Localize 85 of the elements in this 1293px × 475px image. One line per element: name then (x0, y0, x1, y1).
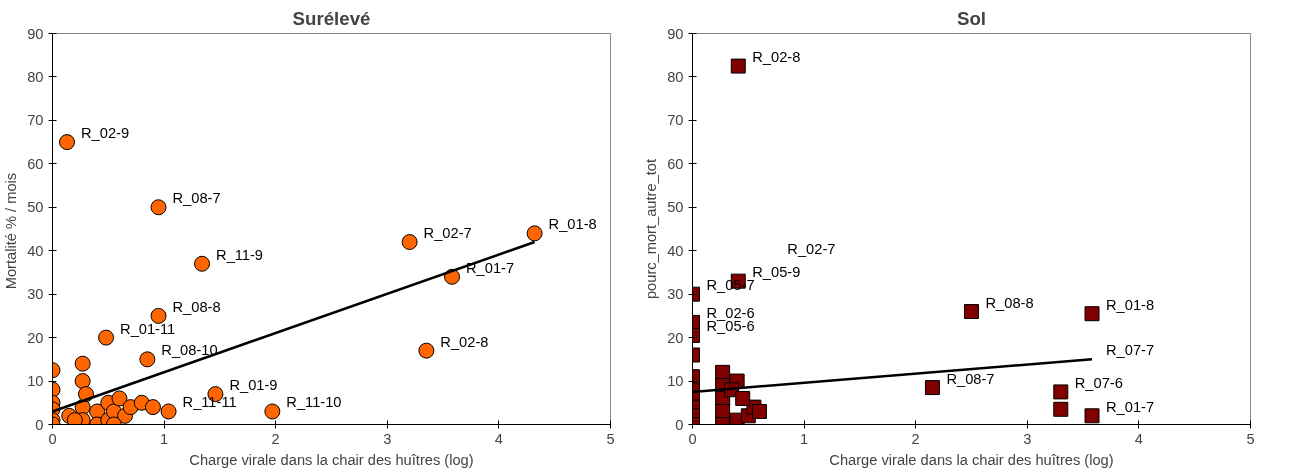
point (59, 134, 76, 151)
point (74, 373, 91, 390)
y-tick-label: 10 (27, 373, 44, 390)
y-tick-label: 70 (27, 112, 44, 129)
point (1084, 408, 1100, 424)
point (264, 403, 281, 420)
point (74, 355, 91, 372)
x-tick-label: 2 (271, 430, 280, 447)
x-tick-label: 0 (688, 430, 697, 447)
y-tick-label: 40 (667, 242, 684, 259)
point (150, 199, 167, 216)
x-tick-label: 0 (48, 430, 57, 447)
y-tick-label: 30 (667, 286, 684, 303)
y-tick-label: 50 (27, 199, 44, 216)
y-axis-title: Mortalité % / mois (3, 172, 20, 290)
annotation: R_02-7 (787, 240, 836, 257)
point (526, 225, 543, 242)
point (150, 307, 167, 324)
point (1053, 384, 1069, 400)
annotation: R_01-8 (1106, 296, 1155, 313)
chart-title: Surélevé (292, 7, 371, 29)
x-tick-label: 4 (494, 430, 503, 447)
x-tick-label: 5 (606, 430, 615, 447)
annotation: R_11-10 (286, 394, 342, 411)
annotation: R_02-9 (81, 125, 130, 142)
point (98, 329, 115, 346)
x-tick-label: 1 (160, 430, 169, 447)
annotation: R_08-7 (946, 370, 995, 387)
annotation: R_08-8 (172, 298, 221, 315)
point (418, 342, 435, 359)
point (730, 58, 746, 74)
annotation: R_01-7 (1106, 398, 1155, 415)
annotation: R_07-6 (1074, 374, 1123, 391)
annotation: R_01-9 (229, 377, 278, 394)
y-tick-label: 0 (675, 416, 684, 433)
y-tick-label: 50 (667, 199, 684, 216)
annotation: R_07-7 (1106, 342, 1155, 359)
x-axis-title: Charge virale dans la chair des huîtres (log) (189, 451, 474, 468)
annotation: R_11-11 (182, 394, 237, 411)
y-tick-label: 70 (667, 112, 684, 129)
x-tick-label: 5 (1246, 430, 1255, 447)
annotation: R_08-7 (172, 190, 221, 207)
point (144, 399, 161, 416)
x-tick-label: 3 (1023, 430, 1032, 447)
point (924, 380, 940, 396)
point (194, 255, 211, 272)
y-tick-label: 20 (27, 329, 44, 346)
annotation: R_02-8 (752, 49, 801, 66)
x-tick-label: 1 (800, 430, 809, 447)
y-tick-label: 10 (667, 373, 684, 390)
x-tick-label: 2 (911, 430, 920, 447)
annotation: R_08-10 (161, 342, 218, 359)
point (139, 351, 156, 368)
y-tick-label: 20 (667, 329, 684, 346)
y-tick-label: 90 (667, 25, 684, 42)
point (401, 234, 418, 251)
y-tick-label: 30 (27, 286, 44, 303)
y-tick-label: 80 (667, 68, 684, 85)
point (1053, 401, 1069, 417)
point (735, 390, 751, 406)
x-tick-label: 3 (383, 430, 392, 447)
annotation: R_02-7 (423, 225, 472, 242)
y-tick-label: 0 (35, 416, 44, 433)
point (964, 304, 979, 320)
annotation: R_05-7 (706, 277, 755, 294)
point (66, 412, 83, 425)
point (751, 403, 767, 419)
point (160, 403, 177, 420)
point (111, 390, 128, 407)
y-tick-label: 40 (27, 242, 44, 259)
y-tick-label: 90 (27, 25, 44, 42)
x-tick-label: 4 (1134, 430, 1143, 447)
annotation: R_05-9 (752, 264, 801, 281)
y-tick-label: 80 (27, 68, 44, 85)
chart-title: Sol (956, 7, 987, 29)
annotation: R_08-8 (985, 294, 1034, 311)
y-tick-label: 60 (27, 155, 44, 172)
annotation: R_01-8 (548, 216, 597, 233)
y-axis-title: pourc_mort_autre_tot (643, 158, 660, 300)
annotation: R_11-9 (216, 246, 264, 263)
annotation: R_01-11 (120, 320, 176, 337)
annotation: R_02-8 (440, 333, 489, 350)
x-axis-title: Charge virale dans la chair des huîtres (log) (829, 451, 1114, 468)
point (1084, 306, 1100, 322)
y-tick-label: 60 (667, 155, 684, 172)
